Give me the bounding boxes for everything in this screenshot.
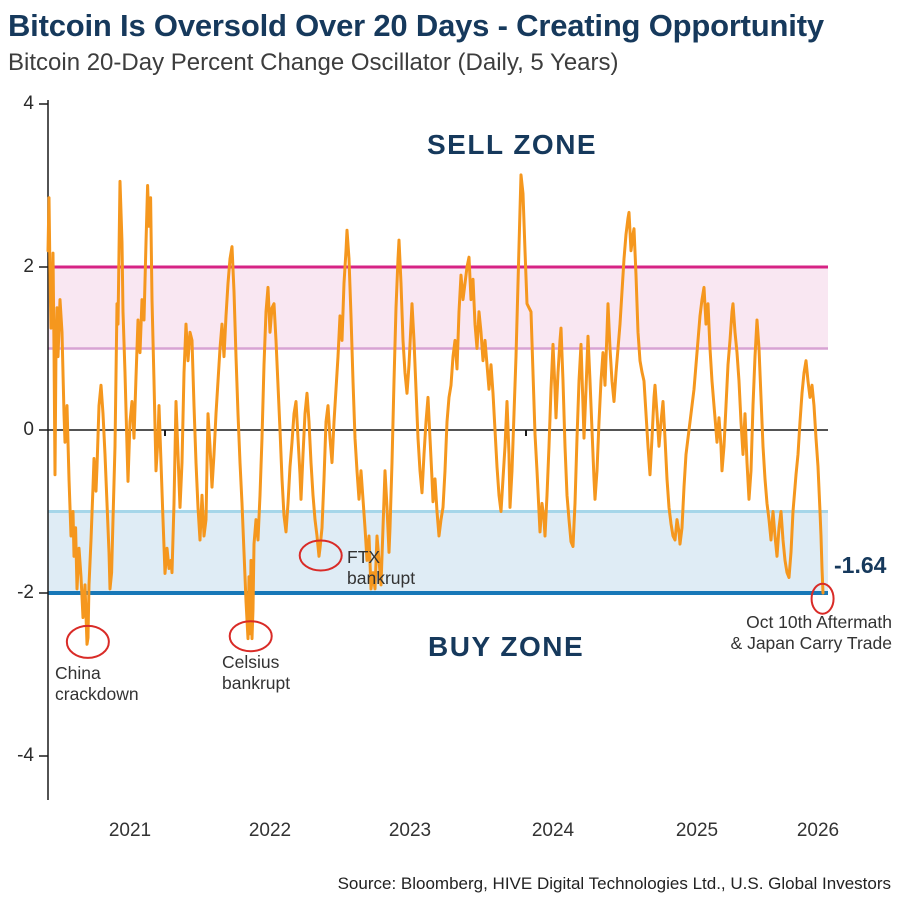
x-axis-tick-label: 2022 xyxy=(248,820,292,841)
x-axis-tick-label: 2025 xyxy=(675,820,719,841)
annotation-circle-ftx xyxy=(298,539,343,572)
annotation-china-crackdown: China crackdown xyxy=(55,663,139,704)
x-axis-tick-label: 2024 xyxy=(531,820,575,841)
y-axis-tick-label: -2 xyxy=(17,582,34,603)
y-axis-tick-label: -4 xyxy=(17,745,34,766)
x-axis-tick-label: 2023 xyxy=(388,820,432,841)
x-axis-tick-label: 2026 xyxy=(796,820,840,841)
oscillator-line xyxy=(46,173,825,646)
annotation-oct10-aftermath: Oct 10th Aftermath & Japan Carry Trade xyxy=(730,612,892,653)
sell-zone-band xyxy=(48,267,828,349)
y-axis-tick-label: 2 xyxy=(23,256,34,277)
x-axis-tick-label: 2021 xyxy=(108,820,152,841)
sell-zone-label: SELL ZONE xyxy=(427,129,598,160)
y-axis-tick-label: 0 xyxy=(23,419,34,440)
page-title: Bitcoin Is Oversold Over 20 Days - Creat… xyxy=(8,8,824,43)
annotation-circle-china xyxy=(65,624,110,659)
annotation-ftx-bankrupt: FTX bankrupt xyxy=(347,547,416,588)
annotation-celsius-bankrupt: Celsius bankrupt xyxy=(222,652,291,693)
last-value-label: -1.64 xyxy=(834,552,887,578)
y-axis-tick-label: 4 xyxy=(23,93,34,114)
source-attribution: Source: Bloomberg, HIVE Digital Technolo… xyxy=(337,874,891,893)
annotation-circle-oct10 xyxy=(810,582,835,615)
page-subtitle: Bitcoin 20-Day Percent Change Oscillator… xyxy=(8,49,619,76)
annotation-circle-celsius xyxy=(228,620,273,653)
buy-zone-label: BUY ZONE xyxy=(428,631,585,662)
